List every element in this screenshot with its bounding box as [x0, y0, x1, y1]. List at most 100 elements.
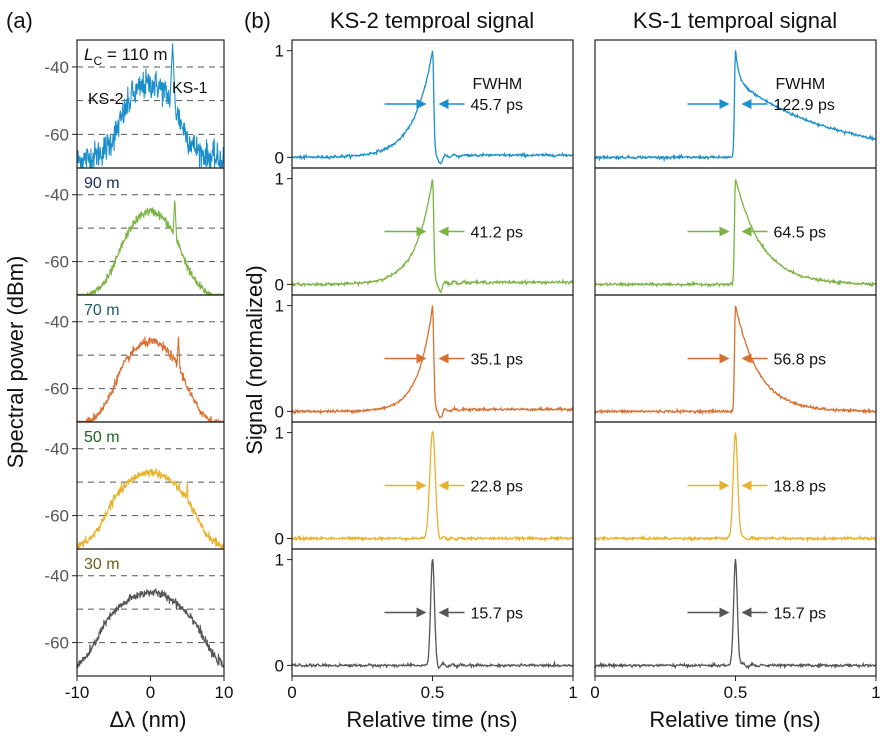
fwhm-arrow-head: [741, 480, 752, 491]
fwhm-arrow-head: [719, 607, 730, 618]
ks1-annotation: KS-1: [172, 80, 208, 97]
spectrum-trace: [76, 588, 225, 669]
x-tick-label: 0.5: [724, 683, 748, 702]
x-tick-label: 0: [590, 683, 599, 702]
fwhm-value: 18.8 ps: [774, 479, 826, 496]
length-label: 30 m: [84, 556, 120, 573]
fwhm-arrow-head: [741, 607, 752, 618]
signal-frame: [594, 421, 877, 550]
ks2-title: KS-2 temproal signal: [330, 8, 534, 33]
length-label: 90 m: [84, 175, 120, 192]
signal-trace: [594, 305, 877, 416]
x-tick-label: -10: [65, 683, 90, 702]
length-label: LC = 110 m: [84, 45, 168, 68]
fwhm-arrow-head: [719, 226, 730, 237]
x-tick-label: 1: [568, 683, 577, 702]
ks2-temporal-panel: 0 1 45.7 ps FWHM: [275, 39, 574, 169]
spectrum-trace: [76, 43, 225, 169]
ks1-temporal-panel: 18.8 ps: [594, 421, 877, 550]
spectrum-panel: -40 -60 30 m: [44, 548, 225, 677]
fwhm-arrow-head: [438, 99, 449, 109]
fwhm-arrow-head: [719, 99, 730, 109]
y-tick-label: 1: [275, 42, 284, 61]
signal-frame: [594, 548, 877, 677]
fwhm-arrow-head: [416, 607, 427, 618]
fwhm-value: 22.8 ps: [471, 479, 523, 496]
y-tick-label: 0: [275, 529, 284, 548]
fwhm-value: 15.7 ps: [471, 606, 523, 623]
y-tick-label: -60: [44, 125, 69, 144]
y-tick-label: 0: [275, 402, 284, 421]
ks2-x-axis: 0 0.5 1: [287, 676, 578, 702]
y-tick-label: -40: [44, 58, 69, 77]
fwhm-value: 45.7 ps: [471, 97, 523, 114]
fwhm-value: 15.7 ps: [774, 606, 826, 623]
y-tick-label: 0: [275, 148, 284, 167]
signal-trace: [594, 179, 877, 289]
y-tick-label: 1: [275, 551, 284, 570]
fwhm-value: 122.9 ps: [774, 97, 835, 114]
ks1-xlabel: Relative time (ns): [649, 707, 820, 732]
x-tick-label: 0: [287, 683, 296, 702]
y-tick-label: 1: [275, 424, 284, 443]
y-tick-label: 1: [275, 170, 284, 189]
x-tick-label: 0: [146, 683, 155, 702]
fwhm-arrow-head: [438, 226, 449, 237]
spectrum-trace: [77, 200, 224, 296]
length-label: 70 m: [84, 302, 120, 319]
y-tick-label: -40: [44, 186, 69, 205]
signal-trace: [291, 430, 574, 543]
y-tick-label: -60: [44, 634, 69, 653]
ks2-temporal-panel: 0 1 41.2 ps: [275, 167, 574, 296]
signal-trace: [594, 432, 877, 543]
signal-frame: [291, 421, 574, 550]
fwhm-arrow-head: [719, 353, 730, 364]
y-tick-label: 0: [275, 656, 284, 675]
y-tick-label: -40: [44, 440, 69, 459]
spectrum-trace: [77, 336, 224, 423]
ks2-temporal-panel: 0 1 15.7 ps: [275, 548, 574, 677]
x-tick-label: 0.5: [421, 683, 445, 702]
ks1-x-axis: 0 0.5 1: [590, 676, 881, 702]
y-tick-label: -60: [44, 380, 69, 399]
fwhm-arrow-head: [416, 353, 427, 364]
fwhm-arrow-head: [438, 353, 449, 364]
ks2-temporal-panel: 0 1 35.1 ps: [275, 294, 574, 423]
signal-trace: [594, 50, 877, 163]
fwhm-value: 41.2 ps: [471, 225, 523, 242]
panel-label-b: (b): [244, 8, 271, 33]
fwhm-value: 64.5 ps: [774, 225, 826, 242]
y-tick-label: -60: [44, 507, 69, 526]
ks1-temporal-panel: 15.7 ps: [594, 548, 877, 677]
ks2-annotation: KS-2: [88, 91, 124, 108]
y-tick-label: 1: [275, 297, 284, 316]
fwhm-value: 35.1 ps: [471, 352, 523, 369]
ks2-temporal-panel: 0 1 22.8 ps: [275, 421, 574, 550]
ks1-temporal-panel: 122.9 ps FWHM: [594, 39, 877, 169]
panel-label-a: (a): [6, 8, 33, 33]
spectrum-panel: -40 -60 90 m: [44, 167, 225, 296]
fwhm-arrow-head: [741, 99, 752, 109]
fwhm-arrow-head: [416, 480, 427, 491]
x-tick-label: 10: [215, 683, 234, 702]
y-tick-label: -60: [44, 253, 69, 272]
fwhm-header: FWHM: [473, 76, 523, 93]
spectra-x-axis: -10 0 10: [65, 676, 234, 702]
fwhm-arrow-head: [438, 607, 449, 618]
signal-trace: [291, 179, 574, 294]
y-tick-label: 0: [275, 275, 284, 294]
fwhm-arrow-head: [416, 99, 427, 109]
signal-trace: [291, 559, 574, 670]
spectrum-panel: -40 -60 70 m: [44, 294, 225, 423]
spectra-xlabel: Δλ (nm): [109, 707, 186, 732]
y-tick-label: -40: [44, 567, 69, 586]
ks1-title: KS-1 temproal signal: [633, 8, 837, 33]
signal-trace: [594, 558, 877, 670]
ks1-temporal-panel: 56.8 ps: [594, 294, 877, 423]
temporal-ylabel: Signal (normalized): [242, 265, 267, 455]
fwhm-arrow-head: [719, 480, 730, 491]
spectrum-panel: -40 -60 LC = 110 m KS-2 KS-1: [44, 39, 225, 169]
fwhm-arrow-head: [741, 226, 752, 237]
